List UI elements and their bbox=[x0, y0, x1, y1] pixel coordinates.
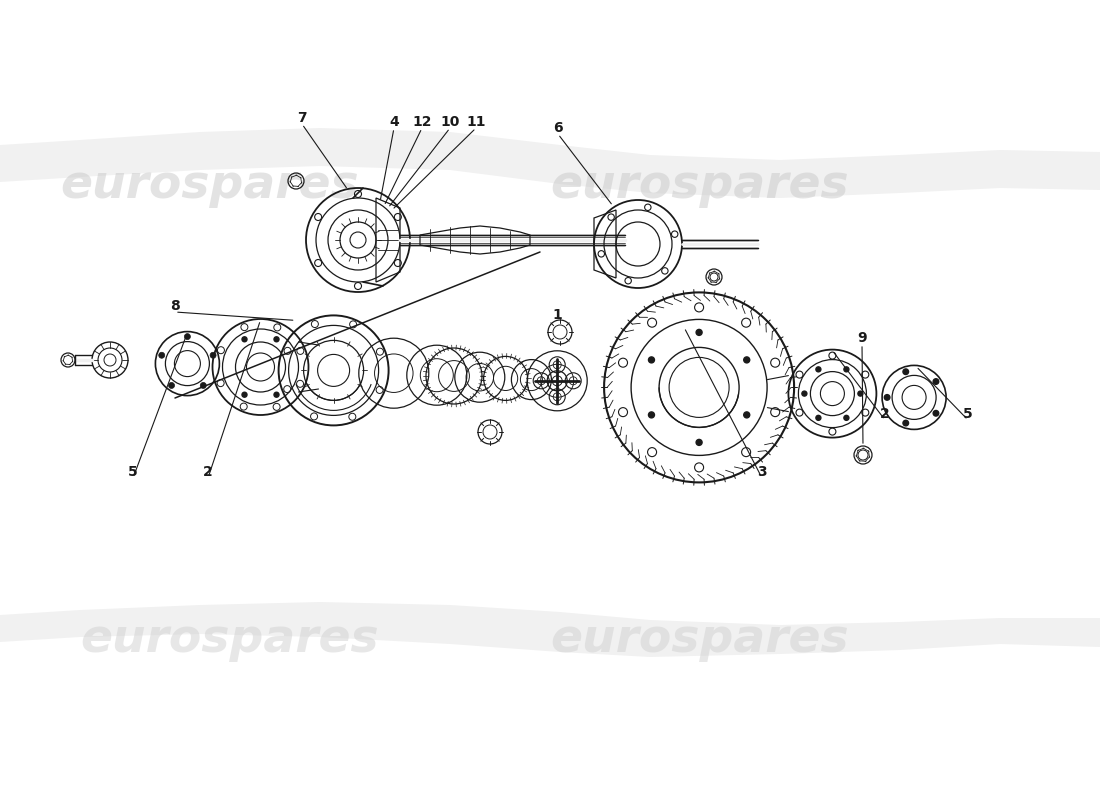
Circle shape bbox=[744, 412, 750, 418]
Circle shape bbox=[696, 330, 702, 335]
Text: eurospares: eurospares bbox=[60, 162, 360, 207]
Circle shape bbox=[168, 382, 175, 389]
Circle shape bbox=[933, 378, 938, 384]
Text: 12: 12 bbox=[412, 115, 431, 129]
Text: eurospares: eurospares bbox=[551, 618, 849, 662]
Text: 9: 9 bbox=[857, 331, 867, 345]
Text: 6: 6 bbox=[553, 121, 563, 135]
Circle shape bbox=[933, 410, 938, 416]
Text: 7: 7 bbox=[297, 111, 307, 125]
Text: 2: 2 bbox=[204, 465, 213, 479]
Circle shape bbox=[884, 394, 890, 400]
Text: eurospares: eurospares bbox=[551, 162, 849, 207]
Circle shape bbox=[802, 391, 807, 396]
Text: 5: 5 bbox=[128, 465, 138, 479]
Circle shape bbox=[242, 392, 248, 398]
Polygon shape bbox=[0, 602, 1100, 657]
Circle shape bbox=[903, 420, 909, 426]
Circle shape bbox=[649, 357, 654, 363]
Circle shape bbox=[844, 415, 849, 420]
Circle shape bbox=[274, 392, 279, 398]
Circle shape bbox=[649, 412, 654, 418]
Text: 11: 11 bbox=[466, 115, 486, 129]
Circle shape bbox=[844, 367, 849, 372]
Circle shape bbox=[696, 439, 702, 446]
Text: 5: 5 bbox=[964, 407, 972, 421]
Circle shape bbox=[744, 357, 750, 363]
Text: 4: 4 bbox=[389, 115, 399, 129]
Circle shape bbox=[158, 352, 165, 358]
Text: 8: 8 bbox=[170, 299, 180, 313]
Circle shape bbox=[274, 337, 279, 342]
Text: 2: 2 bbox=[880, 407, 890, 421]
Circle shape bbox=[185, 334, 190, 339]
Circle shape bbox=[659, 347, 739, 427]
Circle shape bbox=[816, 367, 821, 372]
Circle shape bbox=[816, 415, 821, 420]
Text: 10: 10 bbox=[440, 115, 460, 129]
Circle shape bbox=[210, 352, 216, 358]
Text: 3: 3 bbox=[757, 465, 767, 479]
Circle shape bbox=[242, 337, 248, 342]
Text: eurospares: eurospares bbox=[80, 618, 380, 662]
Circle shape bbox=[200, 382, 207, 389]
Circle shape bbox=[858, 391, 862, 396]
Polygon shape bbox=[0, 128, 1100, 198]
Circle shape bbox=[903, 369, 909, 374]
Text: 1: 1 bbox=[552, 308, 562, 322]
